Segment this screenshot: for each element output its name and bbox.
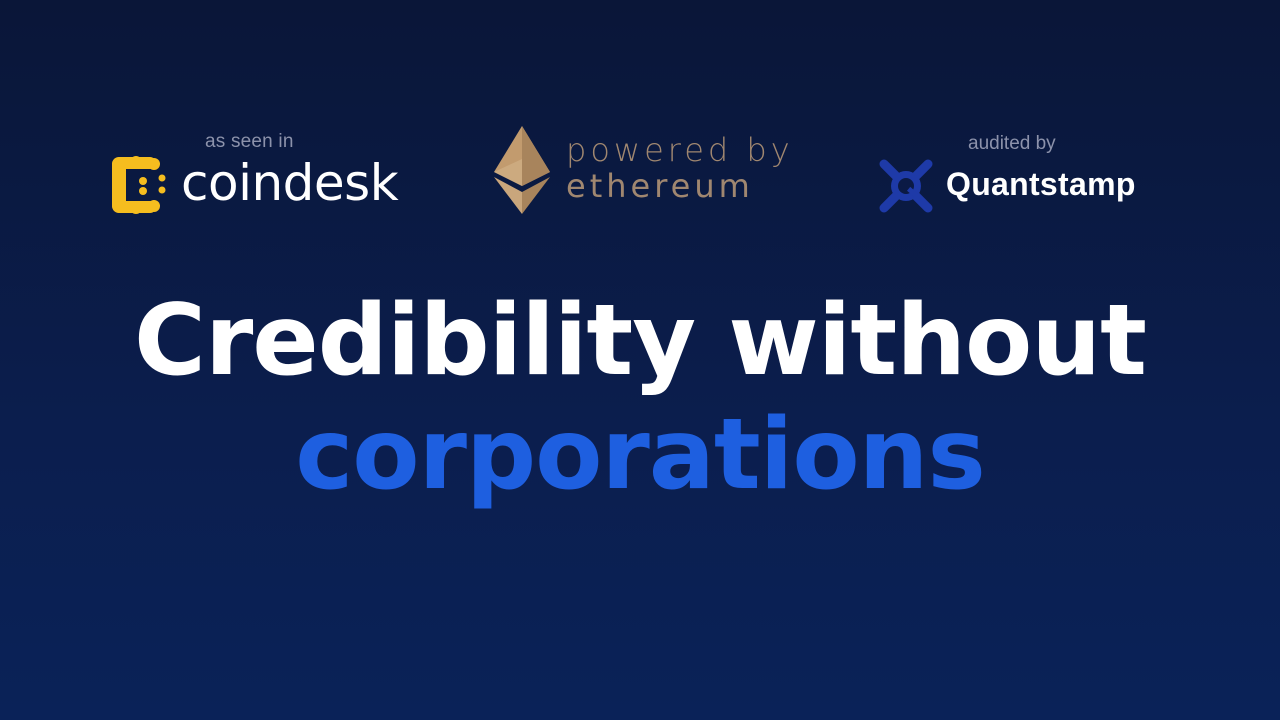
- quantstamp-logo-icon: [879, 159, 933, 213]
- trust-badges-row: as seen in coindesk: [0, 0, 1280, 260]
- ethereum-diamond-icon: [494, 126, 550, 214]
- headline-line-1: Credibility without: [134, 284, 1147, 398]
- coindesk-caption: as seen in: [205, 131, 294, 152]
- headline-line-2-accent: corporations: [295, 398, 986, 512]
- hero-headline: Credibility without corporations: [0, 292, 1280, 504]
- quantstamp-wordmark: Quantstamp: [946, 166, 1136, 202]
- coindesk-logo-icon: [112, 156, 166, 214]
- quantstamp-caption: audited by: [968, 133, 1056, 154]
- coindesk-wordmark: coindesk: [181, 154, 399, 212]
- ethereum-wordmark: ethereum: [566, 167, 754, 205]
- ethereum-powered-by-text: powered by: [566, 131, 794, 169]
